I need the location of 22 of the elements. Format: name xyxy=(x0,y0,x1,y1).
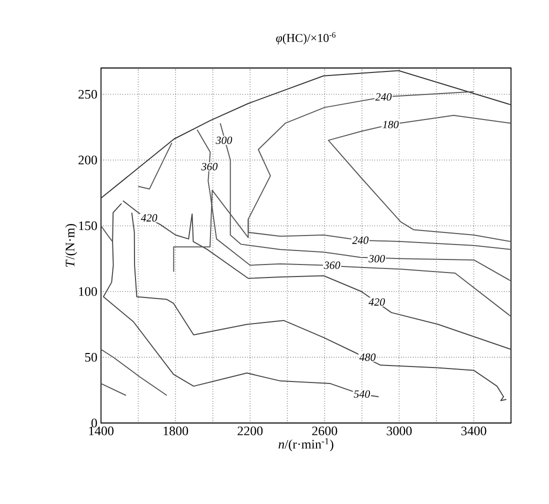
y-axis-title: T/(N·m) xyxy=(65,224,78,267)
y-tick-label: 50 xyxy=(85,352,97,362)
x-tick-label: 1400 xyxy=(89,426,114,436)
annotation: 420 xyxy=(368,298,385,306)
x-axis-title: n/(r·min$^{-1}$) xyxy=(278,438,334,452)
y-tick-label: 200 xyxy=(78,156,97,164)
annotation: 300 xyxy=(216,136,232,144)
y-tick-label: 250 xyxy=(78,90,97,99)
y-tick-label: 0 xyxy=(91,418,97,428)
chart-title: φ(HC)/×10$^{-6}$ xyxy=(276,32,336,44)
annotation: 300 xyxy=(368,254,385,262)
y-tick-label: 150 xyxy=(79,221,97,230)
annotation: 480 xyxy=(359,354,376,361)
y-tick-label: 100 xyxy=(79,287,97,296)
annotation: 360 xyxy=(324,262,340,269)
x-tick-label: 3000 xyxy=(386,426,412,436)
x-tick-label: 1800 xyxy=(164,426,188,436)
x-tick-label: 2200 xyxy=(238,426,263,436)
x-tick-label: 2600 xyxy=(312,426,338,436)
x-tick-label: 3400 xyxy=(461,426,486,436)
annotation: 360 xyxy=(201,162,218,170)
annotation: 420 xyxy=(140,214,158,222)
